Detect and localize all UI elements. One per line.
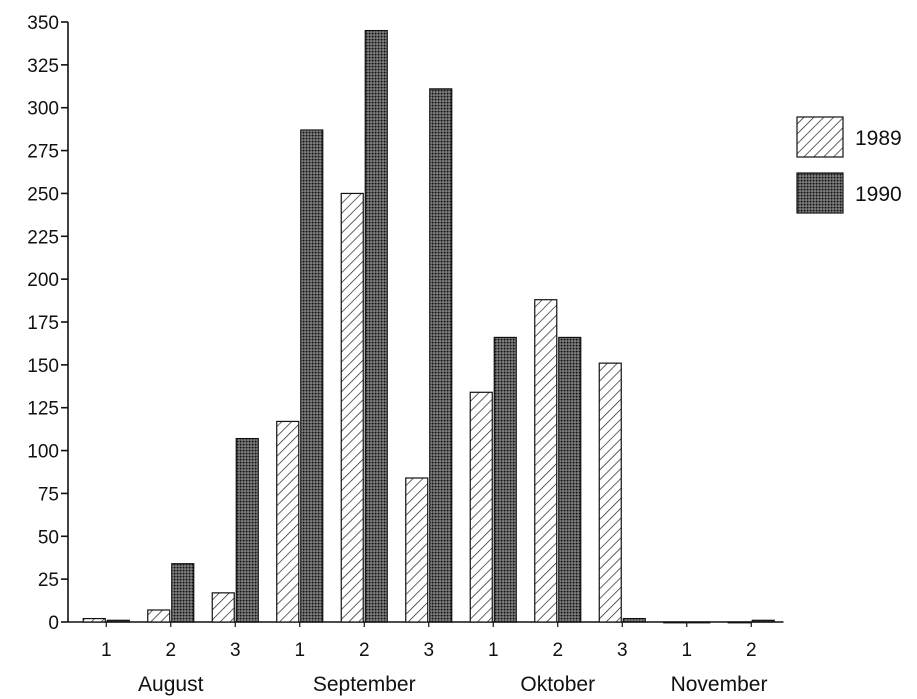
y-tick-label: 325: [27, 56, 59, 77]
bar-1989-9: [663, 621, 687, 624]
bar-1989-8: [598, 362, 622, 623]
bar-1990-2: [235, 437, 259, 623]
y-tick-label: 250: [27, 184, 59, 205]
y-tick-label: 50: [38, 527, 59, 548]
y-tick-label: 350: [27, 13, 59, 34]
bar-1990-4: [364, 29, 388, 623]
bar-1989-10: [727, 621, 751, 624]
bar-1989-6: [469, 391, 493, 623]
y-tick-label: 25: [38, 570, 59, 591]
bar-1989-3: [276, 420, 300, 623]
bar-1990-1: [171, 563, 195, 623]
axis-labels: 0 25 50 75 100 125 150 175 200 225 250 275 300 325 350…: [27, 13, 767, 696]
month-label: August: [138, 673, 204, 696]
legend-swatch-1990: [796, 172, 844, 214]
x-tick-label: 1: [681, 640, 692, 661]
x-tick-label: 2: [552, 640, 563, 661]
bar-1989-2: [211, 592, 235, 623]
bar-1990-5: [429, 88, 453, 623]
bar-1990-7: [558, 336, 582, 623]
bars: [82, 29, 775, 624]
legend-label: 1989: [855, 127, 902, 150]
bar-1989-4: [340, 192, 364, 623]
month-label: September: [313, 673, 416, 696]
y-tick-label: 200: [27, 270, 59, 291]
x-tick-label: 1: [488, 640, 499, 661]
bar-1989-1: [147, 609, 171, 623]
y-tick-label: 225: [27, 227, 59, 248]
month-label: Oktober: [520, 673, 595, 696]
x-tick-label: 2: [165, 640, 176, 661]
x-tick-label: 2: [359, 640, 370, 661]
y-tick-label: 275: [27, 142, 59, 163]
y-tick-label: 300: [27, 99, 59, 120]
legend: 1989 1990: [796, 116, 902, 214]
month-label: November: [671, 673, 768, 696]
bar-1990-6: [493, 336, 517, 623]
bar-1990-10: [751, 619, 775, 623]
bar-1990-0: [106, 619, 130, 623]
bar-1990-9: [687, 621, 711, 624]
x-tick-label: 3: [230, 640, 241, 661]
bar-1990-3: [300, 129, 324, 623]
bar-1989-7: [534, 299, 558, 623]
y-tick-label: 150: [27, 356, 59, 377]
legend-label: 1990: [855, 183, 902, 206]
y-tick-label: 100: [27, 442, 59, 463]
x-tick-label: 3: [617, 640, 628, 661]
x-tick-label: 1: [294, 640, 305, 661]
x-tick-label: 3: [423, 640, 434, 661]
y-tick-label: 0: [48, 613, 59, 634]
y-tick-label: 75: [38, 484, 59, 505]
bar-1990-8: [622, 617, 646, 623]
bar-1989-0: [82, 617, 106, 623]
bar-1989-5: [405, 477, 429, 623]
y-tick-label: 125: [27, 399, 59, 420]
y-tick-label: 175: [27, 313, 59, 334]
x-tick-label: 2: [746, 640, 757, 661]
x-tick-label: 1: [101, 640, 112, 661]
legend-swatch-1989: [796, 116, 844, 158]
